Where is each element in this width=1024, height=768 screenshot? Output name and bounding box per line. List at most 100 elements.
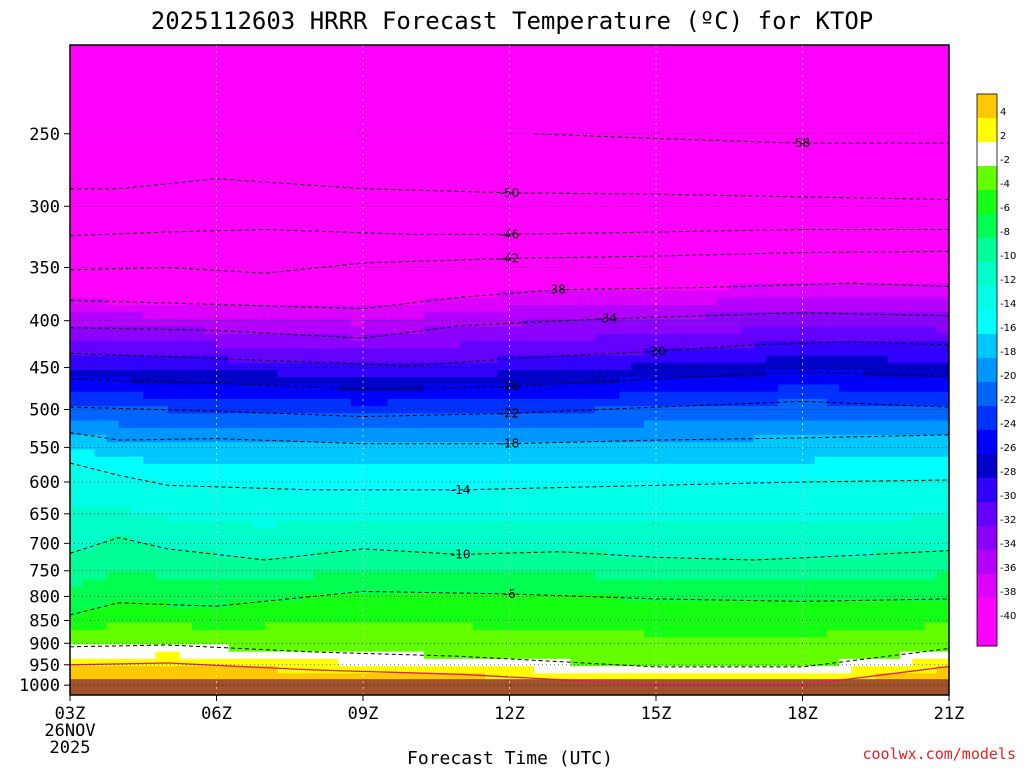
temperature-cell — [70, 52, 83, 61]
temperature-cell — [228, 449, 242, 458]
temperature-cell — [375, 463, 389, 472]
temperature-cell — [460, 442, 474, 451]
temperature-cell — [228, 276, 242, 284]
temperature-cell — [82, 536, 96, 544]
temperature-cell — [485, 261, 498, 270]
temperature-cell — [253, 182, 266, 191]
temperature-cell — [118, 673, 132, 682]
temperature-cell — [228, 333, 242, 342]
temperature-cell — [216, 203, 230, 212]
temperature-cell — [668, 247, 682, 256]
temperature-cell — [631, 131, 645, 140]
temperature-cell — [155, 398, 169, 407]
temperature-cell — [179, 319, 193, 328]
temperature-cell — [314, 305, 327, 313]
temperature-cell — [533, 160, 547, 169]
temperature-cell — [668, 536, 682, 544]
temperature-cell — [643, 146, 657, 154]
temperature-cell — [521, 131, 535, 140]
temperature-cell — [363, 362, 376, 371]
temperature-cell — [289, 630, 303, 638]
temperature-cell — [717, 247, 730, 256]
temperature-cell — [558, 319, 572, 328]
temperature-cell — [656, 435, 669, 443]
temperature-cell — [301, 507, 315, 516]
temperature-cell — [521, 622, 535, 631]
temperature-cell — [533, 348, 547, 357]
temperature-cell — [704, 167, 718, 176]
temperature-cell — [692, 73, 706, 82]
temperature-cell — [277, 182, 291, 191]
temperature-cell — [350, 146, 364, 154]
temperature-cell — [656, 261, 669, 270]
temperature-cell — [424, 449, 437, 458]
temperature-cell — [472, 247, 486, 256]
temperature-cell — [643, 630, 657, 638]
temperature-cell — [570, 333, 584, 342]
temperature-cell — [582, 319, 596, 328]
temperature-cell — [387, 341, 401, 349]
temperature-cell — [497, 232, 511, 241]
temperature-cell — [485, 95, 498, 104]
temperature-cell — [350, 500, 364, 508]
temperature-cell — [656, 391, 669, 400]
temperature-cell — [399, 196, 413, 205]
temperature-cell — [521, 66, 535, 75]
temperature-cell — [656, 283, 669, 292]
temperature-cell — [143, 492, 157, 501]
temperature-cell — [485, 341, 498, 349]
temperature-cell — [582, 507, 596, 516]
temperature-cell — [118, 333, 132, 342]
temperature-cell — [533, 471, 547, 479]
temperature-cell — [301, 88, 315, 97]
temperature-cell — [82, 341, 96, 349]
temperature-cell — [289, 341, 303, 349]
temperature-cell — [338, 189, 352, 198]
temperature-cell — [155, 507, 169, 516]
temperature-cell — [228, 348, 242, 357]
temperature-cell — [118, 131, 132, 140]
temperature-cell — [338, 232, 352, 241]
temperature-cell — [70, 384, 83, 393]
temperature-cell — [228, 45, 242, 53]
temperature-cell — [326, 579, 340, 588]
temperature-cell — [582, 492, 596, 501]
temperature-cell — [717, 630, 730, 638]
temperature-cell — [265, 326, 279, 335]
temperature-cell — [668, 283, 682, 292]
temperature-cell — [729, 565, 743, 573]
temperature-cell — [680, 507, 694, 516]
temperature-cell — [643, 290, 657, 299]
temperature-cell — [411, 514, 425, 523]
temperature-cell — [131, 95, 144, 104]
temperature-cell — [533, 622, 547, 631]
temperature-cell — [326, 593, 340, 602]
temperature-cell — [570, 175, 584, 183]
temperature-cell — [631, 110, 645, 118]
temperature-cell — [314, 117, 327, 126]
temperature-cell — [399, 463, 413, 472]
temperature-cell — [326, 507, 340, 516]
temperature-cell — [704, 463, 718, 472]
temperature-cell — [70, 420, 83, 429]
temperature-cell — [131, 362, 144, 371]
temperature-cell — [497, 500, 511, 508]
temperature-cell — [265, 528, 279, 537]
temperature-cell — [472, 261, 486, 270]
temperature-cell — [448, 146, 462, 154]
temperature-cell — [607, 593, 620, 602]
temperature-cell — [607, 586, 620, 595]
temperature-cell — [70, 413, 83, 422]
temperature-cell — [594, 247, 608, 256]
temperature-cell — [460, 666, 474, 674]
temperature-cell — [179, 565, 193, 573]
temperature-cell — [704, 138, 718, 147]
temperature-cell — [314, 348, 327, 357]
temperature-cell — [314, 586, 327, 595]
temperature-cell — [82, 167, 96, 176]
temperature-cell — [70, 377, 83, 386]
temperature-cell — [143, 203, 157, 212]
temperature-cell — [82, 319, 96, 328]
temperature-cell — [277, 290, 291, 299]
temperature-cell — [692, 586, 706, 595]
